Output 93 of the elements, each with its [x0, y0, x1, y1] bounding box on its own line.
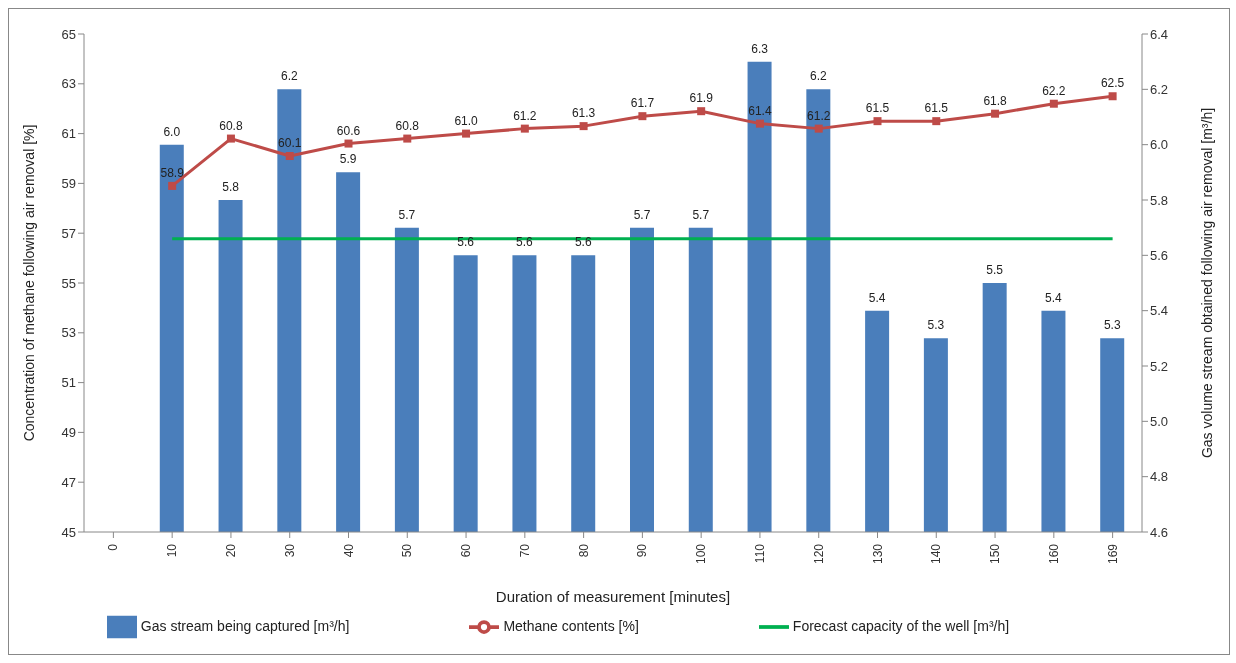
y-tick-label: 49 — [61, 425, 76, 441]
legend-label: Methane contents [%] — [503, 617, 639, 634]
data-label: 60.8 — [395, 118, 420, 133]
point — [226, 134, 235, 143]
point — [697, 107, 706, 116]
y2-tick-label: 6.4 — [1150, 26, 1169, 42]
x-tick-label: 50 — [400, 543, 415, 558]
point — [991, 109, 1000, 118]
data-label: 6.3 — [751, 41, 769, 56]
x-tick-label: 120 — [811, 543, 826, 565]
point — [579, 122, 588, 131]
y2-tick-label: 5.8 — [1150, 192, 1169, 208]
x-tick-label: 130 — [870, 543, 885, 565]
point — [520, 124, 529, 133]
point — [344, 139, 353, 148]
point — [932, 117, 941, 126]
y-tick-label: 47 — [61, 474, 76, 490]
x-tick-label: 110 — [752, 543, 767, 564]
data-label: 61.9 — [689, 91, 714, 106]
y2-tick-label: 4.8 — [1150, 469, 1169, 485]
data-label: 60.1 — [278, 136, 302, 151]
y-tick-label: 45 — [61, 524, 76, 540]
y-tick-label: 51 — [61, 375, 76, 391]
y2-tick-label: 5.4 — [1150, 303, 1169, 319]
data-label: 61.2 — [807, 108, 831, 123]
point — [814, 124, 823, 133]
point — [638, 112, 647, 121]
y-tick-label: 55 — [61, 275, 76, 291]
x-tick-label: 90 — [635, 543, 650, 558]
x-tick-label: 100 — [694, 543, 709, 565]
data-label: 61.5 — [865, 101, 890, 116]
data-label: 5.3 — [1103, 318, 1121, 333]
x-tick-label: 0 — [106, 543, 121, 551]
data-label: 62.5 — [1100, 76, 1125, 91]
y-tick-label: 65 — [61, 26, 76, 42]
x-tick-label: 150 — [988, 543, 1003, 565]
y-tick-label: 59 — [61, 176, 76, 192]
y2-tick-label: 6.0 — [1150, 137, 1169, 153]
point — [755, 119, 764, 128]
point — [873, 117, 882, 126]
data-label: 5.7 — [398, 207, 416, 222]
data-label: 6.0 — [163, 124, 181, 139]
x-tick-label: 10 — [165, 543, 180, 558]
point — [462, 129, 471, 138]
y2-axis-title: Gas volume stream obtained following air removal [m³/h] — [1198, 107, 1215, 459]
legend-label: Gas stream being captured [m³/h] — [140, 617, 350, 634]
y2-tick-label: 6.2 — [1150, 81, 1169, 97]
legend-label: Forecast capacity of the well [m³/h] — [792, 617, 1010, 634]
x-tick-label: 60 — [459, 543, 474, 558]
data-label: 5.7 — [692, 207, 710, 222]
data-label: 61.5 — [924, 101, 949, 116]
data-label: 5.8 — [222, 180, 240, 194]
data-label: 61.8 — [983, 93, 1008, 108]
x-tick-label: 70 — [517, 543, 532, 558]
data-label: 61.4 — [748, 103, 772, 118]
data-label: 62.2 — [1042, 83, 1066, 98]
data-label: 6.2 — [280, 69, 298, 84]
data-label: 5.9 — [339, 152, 357, 167]
data-label: 5.4 — [868, 290, 886, 305]
x-tick-label: 30 — [282, 543, 297, 558]
data-label: 5.3 — [927, 318, 945, 333]
data-label: 60.8 — [219, 118, 243, 133]
y-tick-label: 53 — [61, 325, 76, 341]
y2-tick-label: 5.0 — [1150, 413, 1169, 429]
point — [168, 181, 177, 190]
x-tick-label: 140 — [929, 543, 944, 565]
data-label: 61.0 — [454, 113, 479, 128]
data-label: 5.5 — [986, 263, 1004, 277]
y2-tick-label: 5.6 — [1150, 247, 1169, 263]
y-tick-label: 57 — [61, 225, 76, 241]
y2-tick-label: 4.6 — [1150, 524, 1169, 540]
data-label: 5.7 — [633, 207, 651, 222]
x-tick-label: 80 — [576, 543, 591, 558]
y-axis-title: Concentration of methane following air removal [%] — [20, 124, 37, 442]
data-label: 61.3 — [571, 106, 596, 121]
data-label: 61.7 — [630, 96, 655, 111]
x-tick-label: 20 — [223, 543, 238, 558]
data-label: 60.6 — [336, 123, 361, 138]
x-tick-label: 160 — [1046, 543, 1061, 565]
data-label: 6.2 — [809, 69, 827, 84]
x-axis-title: Duration of measurement [minutes] — [495, 588, 731, 605]
point — [403, 134, 412, 143]
y2-tick-label: 5.2 — [1150, 358, 1169, 374]
point — [285, 152, 294, 161]
point — [1049, 99, 1058, 108]
y-tick-label: 63 — [61, 76, 76, 92]
y-tick-label: 61 — [61, 126, 76, 142]
data-label: 61.2 — [513, 108, 537, 123]
data-label: 58.9 — [160, 165, 185, 180]
x-tick-label: 40 — [341, 543, 356, 558]
point — [1108, 92, 1117, 101]
x-tick-label: 169 — [1105, 543, 1120, 565]
data-label: 5.4 — [1045, 290, 1063, 305]
